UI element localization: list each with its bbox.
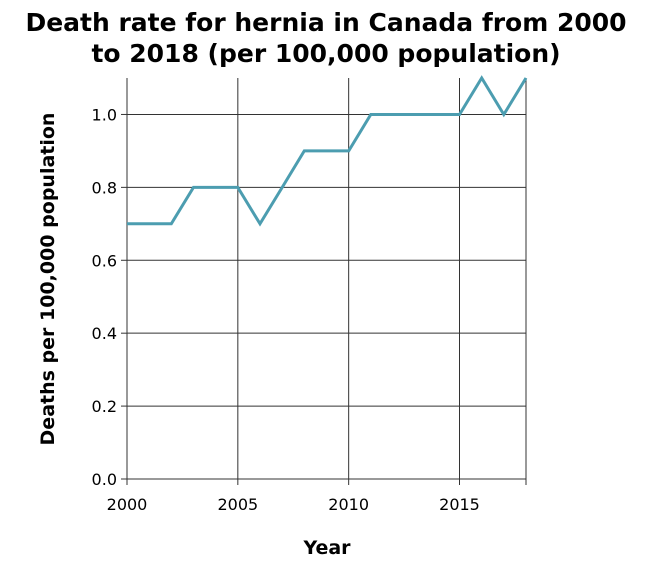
y-tick-label: 0.6 (92, 251, 117, 270)
x-tick-label: 2005 (217, 495, 258, 514)
chart-title-line-1: Death rate for hernia in Canada from 200… (25, 8, 626, 37)
y-axis-label: Deaths per 100,000 population (37, 113, 59, 446)
grid-lines (126, 78, 527, 480)
y-tick-label: 0.8 (92, 178, 117, 197)
y-axis-tick-labels: 0.0 0.2 0.4 0.6 0.8 1.0 (92, 105, 117, 489)
y-tick-label: 0.4 (92, 324, 117, 343)
y-tick-label: 1.0 (92, 105, 117, 124)
x-axis-label: Year (302, 537, 351, 559)
x-tick-label: 2010 (328, 495, 369, 514)
x-tick-label: 2015 (439, 495, 480, 514)
x-tick-label: 2000 (107, 495, 148, 514)
series-line (127, 75, 528, 227)
y-tick-label: 0.0 (92, 470, 117, 489)
series-layer (127, 75, 528, 227)
chart-title-line-2: to 2018 (per 100,000 population) (91, 39, 560, 68)
x-axis-tick-labels: 2000 2005 2010 2015 (107, 495, 480, 514)
axis-ticks (121, 113, 527, 485)
y-tick-label: 0.2 (92, 397, 117, 416)
